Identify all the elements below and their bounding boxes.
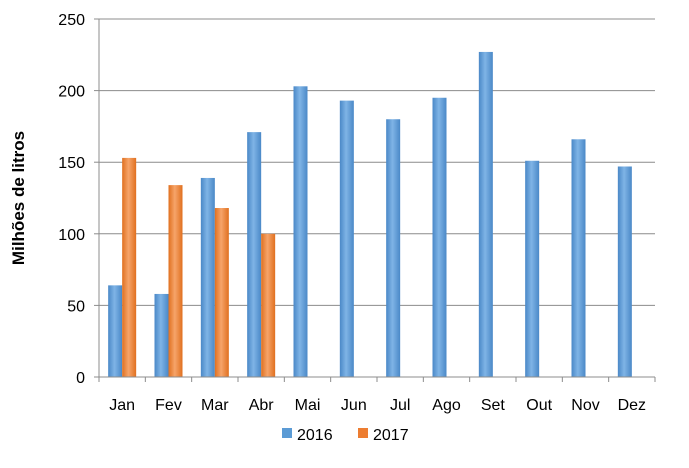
y-tick-label: 100	[58, 227, 85, 244]
y-tick-label: 50	[67, 298, 85, 315]
x-tick-label: Jul	[390, 397, 410, 414]
y-tick-label: 150	[58, 155, 85, 172]
bar-2016-Out	[525, 160, 540, 377]
bar-2016-Set	[478, 51, 493, 377]
bar-2016-Abr	[247, 132, 262, 377]
legend-swatch-2017	[358, 428, 368, 438]
gridlines	[99, 18, 655, 306]
x-tick-label: Nov	[571, 397, 599, 414]
axes	[94, 18, 656, 382]
legend-label-2016: 2016	[297, 427, 333, 444]
legend: 2016 2017	[282, 427, 409, 444]
x-tick-label: Jan	[109, 397, 135, 414]
y-tick-label: 0	[76, 370, 85, 387]
bar-2016-Mai	[293, 86, 308, 377]
y-axis-title: Milhões de litros	[9, 131, 28, 265]
y-tick-label: 250	[58, 12, 85, 29]
bar-2016-Ago	[432, 97, 447, 377]
x-tick-label: Ago	[432, 397, 461, 414]
x-tick-label: Dez	[618, 397, 646, 414]
bar-2017-Fev	[168, 185, 183, 377]
y-tick-label: 200	[58, 84, 85, 101]
legend-swatch-2016	[282, 428, 292, 438]
bar-2016-Dez	[617, 166, 632, 377]
bar-2016-Jun	[339, 100, 354, 378]
bar-2016-Mar	[200, 177, 215, 377]
bars	[108, 51, 632, 378]
x-tick-label: Abr	[249, 397, 275, 414]
bar-2017-Jan	[122, 157, 137, 377]
x-tick-labels: Jan Fev Mar Abr Mai Jun Jul Ago Set Out Nov Dez	[109, 397, 646, 414]
y-tick-labels: 0 50 100 150 200 250	[58, 12, 85, 387]
bar-2016-Jan	[108, 285, 123, 377]
bar-2016-Jul	[386, 119, 401, 378]
x-tick-label: Jun	[341, 397, 367, 414]
bar-2016-Fev	[154, 293, 169, 377]
x-tick-label: Out	[526, 397, 552, 414]
bar-2017-Mar	[214, 208, 229, 377]
bar-2016-Nov	[571, 139, 586, 377]
bar-2017-Abr	[261, 233, 276, 377]
x-tick-label: Fev	[155, 397, 182, 414]
x-tick-label: Set	[481, 397, 506, 414]
legend-label-2017: 2017	[373, 427, 409, 444]
x-tick-label: Mar	[201, 397, 229, 414]
x-tick-label: Mai	[295, 397, 321, 414]
